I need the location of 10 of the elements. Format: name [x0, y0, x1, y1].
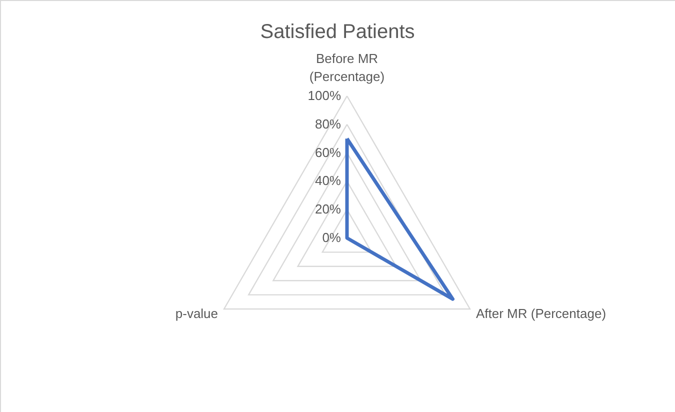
spoke-label: Before MR (Percentage) — [309, 51, 385, 84]
y-tick-label: 20% — [314, 202, 342, 217]
y-tick-label: 0% — [322, 230, 342, 245]
y-tick-label: 100% — [308, 88, 342, 103]
y-tick-label: 80% — [314, 116, 342, 132]
spoke-label: p-value — [175, 306, 218, 321]
spoke-label: After MR (Percentage) — [476, 306, 606, 321]
y-tick-label: 60% — [314, 144, 342, 160]
y-tick-label: 40% — [314, 173, 342, 188]
chart-title: Satisfied Patients — [260, 21, 415, 43]
